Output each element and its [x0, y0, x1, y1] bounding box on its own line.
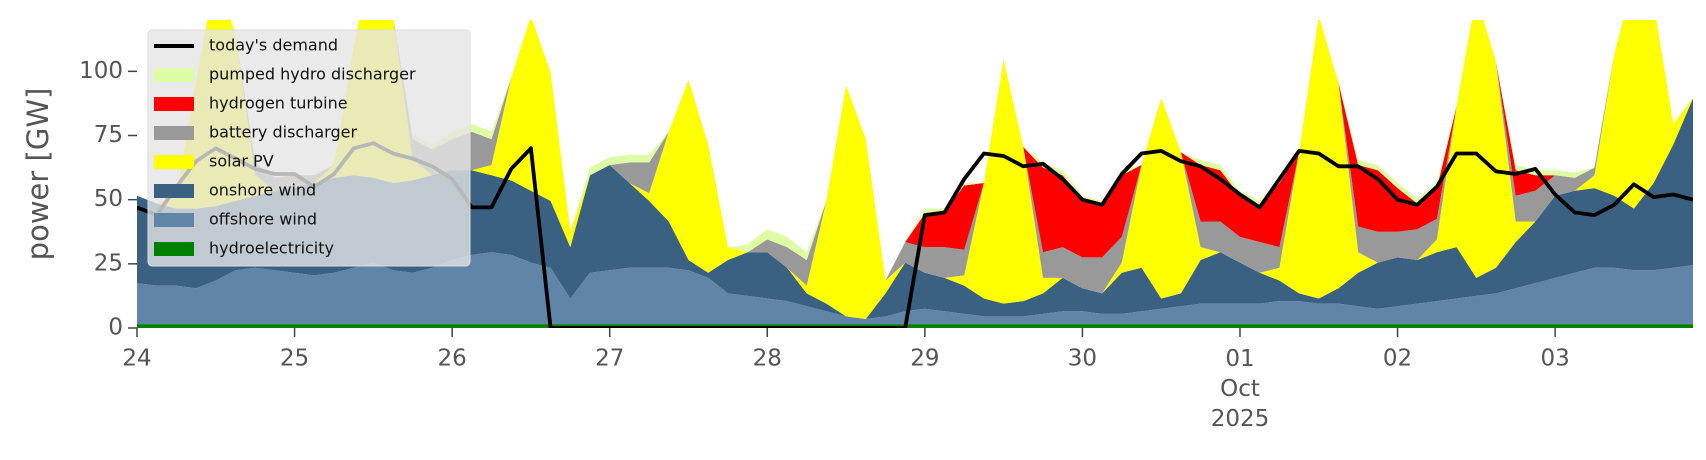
legend-box	[147, 29, 471, 267]
x-tick-label: 25	[280, 346, 309, 372]
x-tick-label: 03	[1540, 346, 1569, 372]
y-tick-label: 100	[79, 58, 123, 84]
legend-swatch	[154, 68, 194, 82]
legend-label: today's demand	[209, 36, 338, 55]
x-tick-label: 28	[753, 346, 782, 372]
y-tick-label: 0	[108, 315, 123, 341]
x-tick-label: 24	[122, 346, 151, 372]
area-hydrogen-turbine	[137, 20, 1693, 281]
x-tick-label: 29	[910, 346, 939, 372]
legend-label: solar PV	[209, 152, 274, 171]
legend-label: pumped hydro discharger	[209, 65, 416, 84]
x-tick-label: 30	[1068, 346, 1097, 372]
axes: 0 25 50 75 100 24 25 26 27 28 29 30 01 Oct 2025 02 03	[79, 58, 1570, 431]
legend-swatch	[154, 126, 194, 140]
x-tick-label: 27	[595, 346, 624, 372]
x-tick-label: 02	[1383, 346, 1412, 372]
area-hydroelectricity	[137, 324, 1693, 328]
x-tick-label: 26	[437, 346, 466, 372]
legend-label: onshore wind	[209, 181, 316, 200]
area-solar-pv	[137, 20, 1693, 319]
legend-swatch	[154, 184, 194, 198]
legend-swatch	[154, 242, 194, 256]
legend: today's demand pumped hydro discharger hyd…	[147, 29, 471, 267]
y-tick-label: 25	[94, 250, 123, 276]
area-offshore-wind	[137, 252, 1693, 325]
y-axis-label: power [GW]	[21, 88, 55, 261]
legend-swatch	[154, 213, 194, 227]
legend-label: battery discharger	[209, 123, 357, 142]
legend-label: hydroelectricity	[209, 239, 334, 258]
legend-label: offshore wind	[209, 210, 317, 229]
legend-swatch	[154, 155, 194, 169]
y-tick-label: 75	[94, 122, 123, 148]
x-tick-label: 01 Oct 2025	[1211, 346, 1270, 432]
y-tick-label: 50	[94, 186, 123, 212]
legend-label: hydrogen turbine	[209, 94, 348, 113]
legend-swatch	[154, 97, 194, 111]
